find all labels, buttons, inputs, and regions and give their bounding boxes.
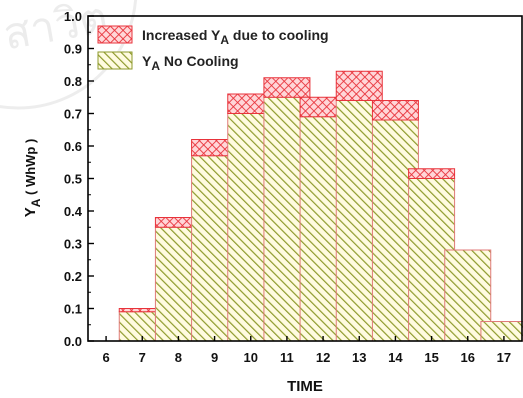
y-axis-title-sub: A (29, 198, 43, 207)
x-axis: 6 7 8 9 10 11 12 13 14 15 16 17 (102, 336, 511, 365)
bar-cooling-increase-13 (335, 70, 383, 101)
x-tick-label-12: 12 (316, 350, 330, 365)
x-tick-label-15: 15 (424, 350, 438, 365)
y-tick-label-0.0: 0.0 (64, 334, 82, 349)
legend-swatch-no-cooling (97, 51, 133, 70)
x-tick-label-16: 16 (461, 350, 475, 365)
bar-cooling-increase-14 (371, 100, 419, 121)
plot-area (118, 70, 523, 342)
x-tick-label-11: 11 (280, 350, 294, 365)
x-tick-label-13: 13 (352, 350, 366, 365)
bar-cooling-increase-11 (263, 77, 311, 98)
y-tick-label-1.0: 1.0 (64, 9, 82, 24)
x-tick-label-10: 10 (244, 350, 258, 365)
legend-swatch-cooling-increase (97, 25, 133, 44)
y-axis-title-main: Y (22, 207, 39, 217)
x-tick-label-17: 17 (497, 350, 511, 365)
y-tick-label-0.9: 0.9 (64, 42, 82, 57)
y-tick-label-0.7: 0.7 (64, 107, 82, 122)
y-tick-label-0.1: 0.1 (64, 302, 82, 317)
x-tick-label-6: 6 (102, 350, 109, 365)
x-axis-title: TIME (287, 378, 323, 395)
x-tick-label-7: 7 (139, 350, 146, 365)
legend-label-no-cooling: YA No Cooling (142, 53, 239, 73)
y-axis-title-unit: ( WhWp ) (23, 139, 38, 199)
legend-label-cooling-increase: Increased YA due to cooling (142, 27, 329, 47)
y-tick-label-0.5: 0.5 (64, 172, 82, 187)
y-tick-label-0.6: 0.6 (64, 139, 82, 154)
x-tick-label-9: 9 (211, 350, 218, 365)
svg-text:สาวิต: สาวิต (0, 0, 112, 60)
y-tick-label-0.2: 0.2 (64, 269, 82, 284)
y-axis: 0.0 0.1 0.2 0.3 0.4 0.5 0.6 0.7 0.8 0.9 1.0 (64, 9, 94, 349)
y-tick-label-0.4: 0.4 (64, 204, 83, 219)
y-tick-label-0.8: 0.8 (64, 74, 82, 89)
x-tick-label-8: 8 (175, 350, 182, 365)
y-tick-label-0.3: 0.3 (64, 237, 82, 252)
x-tick-label-14: 14 (388, 350, 403, 365)
bar-no-cooling-17 (480, 321, 523, 342)
y-axis-title: YA ( WhWp ) (22, 139, 43, 218)
bar-cooling-increase-15 (408, 168, 456, 179)
legend: Increased YA due to cooling YA No Coolin… (97, 25, 329, 73)
